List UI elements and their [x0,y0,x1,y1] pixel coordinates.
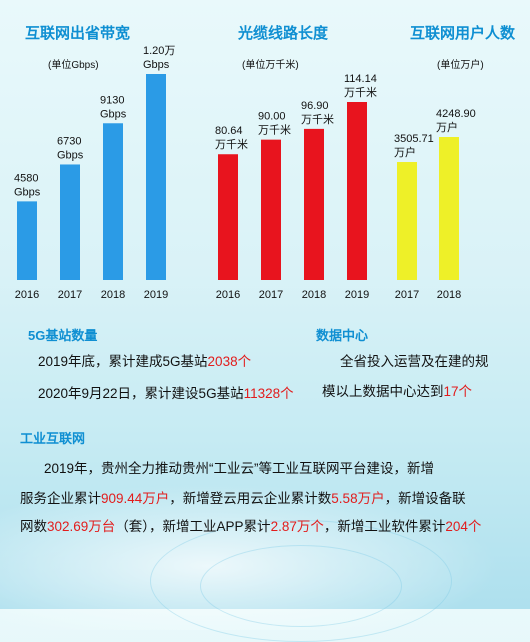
data-center-line-2-text: 模以上数据中心达到 [322,384,444,399]
bar [17,201,37,280]
data-label: 114.14 [344,73,377,85]
tick-label: 2017 [395,289,419,301]
data-label: 万户 [394,145,416,159]
data-center-line-2: 模以上数据中心达到17个 [322,380,472,400]
tick-label: 2017 [259,289,283,301]
five-g-line-1-text: 2019年底，累计建成5G基站 [38,354,208,369]
bar [261,139,281,280]
data-label: 万千米 [301,113,334,126]
bar [218,154,238,280]
data-label: 80.64 [215,125,243,137]
five-g-line-2: 2020年9月22日，累计建设5G基站11328个 [38,382,294,402]
data-label: 4248.90 [436,108,476,120]
tick-label: 2018 [437,289,461,301]
bar-charts: 4580 Gbps 2016 6730 Gbps 2017 9130 Gbps 2018 1.20… [14,45,476,301]
five-g-count-2019: 2038个 [207,354,252,369]
data-label: 万千米 [215,138,248,151]
data-center-line-1: 全省投入运营及在建的规 [340,354,489,369]
bar [347,102,367,280]
data-label: 90.00 [258,111,286,123]
industrial-cloud-companies: 5.58万户 [331,491,385,506]
industrial-service-companies: 909.44万户 [101,491,170,506]
data-center-section-title: 数据中心 [316,328,369,343]
industrial-software: 204个 [445,519,482,534]
industrial-line-2-text-e: ，新增设备联 [384,491,466,506]
data-label: Gbps [57,149,84,161]
data-label: 1.20万 [143,45,175,57]
industrial-line-3-text-c: （套），新增工业APP累计 [115,519,271,534]
industrial-line-2-text-c: ，新增登云用云企业累计数 [169,491,332,506]
data-label: Gbps [143,59,170,71]
users-chart-title: 互联网用户人数 [410,25,516,42]
industrial-line-3-text-a: 网数 [20,519,47,534]
industrial-line-2-text-a: 服务企业累计 [20,491,101,506]
users-chart-unit: (单位万户) [437,60,484,71]
industrial-section-title: 工业互联网 [20,431,86,446]
bandwidth-chart-unit: (单位Gbps) [48,60,99,71]
industrial-line-3: 网数302.69万台（套），新增工业APP累计2.87万个，新增工业软件累计20… [20,515,481,535]
industrial-apps: 2.87万个 [270,519,324,534]
bandwidth-chart-title: 互联网出省带宽 [25,25,131,42]
five-g-section-title: 5G基站数量 [28,328,98,343]
five-g-line-1: 2019年底，累计建成5G基站2038个 [38,350,251,370]
data-label: 6730 [57,135,81,147]
data-label: 3505.71 [394,133,434,145]
bar [439,137,459,280]
cable-chart-title: 光缆线路长度 [238,25,329,42]
five-g-count-2020: 11328个 [243,386,294,401]
data-label: 万千米 [258,124,291,137]
industrial-devices: 302.69万台 [47,519,116,534]
tick-label: 2019 [345,289,369,301]
data-label: Gbps [100,108,127,120]
bar [103,123,123,280]
bar [146,74,166,280]
tick-label: 2016 [15,289,39,301]
data-label: Gbps [14,186,41,198]
five-g-line-2-text: 2020年9月22日，累计建设5G基站 [38,386,244,401]
data-label: 万千米 [344,86,377,99]
data-label: 9130 [100,94,124,106]
bar [397,162,417,280]
data-label: 96.90 [301,100,329,112]
tick-label: 2016 [216,289,240,301]
tick-label: 2018 [101,289,125,301]
tick-label: 2018 [302,289,326,301]
cable-chart-unit: (单位万千米) [242,60,299,71]
data-label: 4580 [14,172,38,184]
industrial-line-2: 服务企业累计909.44万户，新增登云用云企业累计数5.58万户，新增设备联 [20,487,466,507]
bar [60,164,80,280]
industrial-line-3-text-e: ，新增工业软件累计 [323,519,446,534]
data-center-count: 17个 [443,384,473,399]
data-label: 万户 [436,120,458,134]
industrial-line-1: 2019年，贵州全力推动贵州“工业云”等工业互联网平台建设，新增 [44,461,435,476]
bar [304,128,324,280]
tick-label: 2017 [58,289,82,301]
tick-label: 2019 [144,289,168,301]
